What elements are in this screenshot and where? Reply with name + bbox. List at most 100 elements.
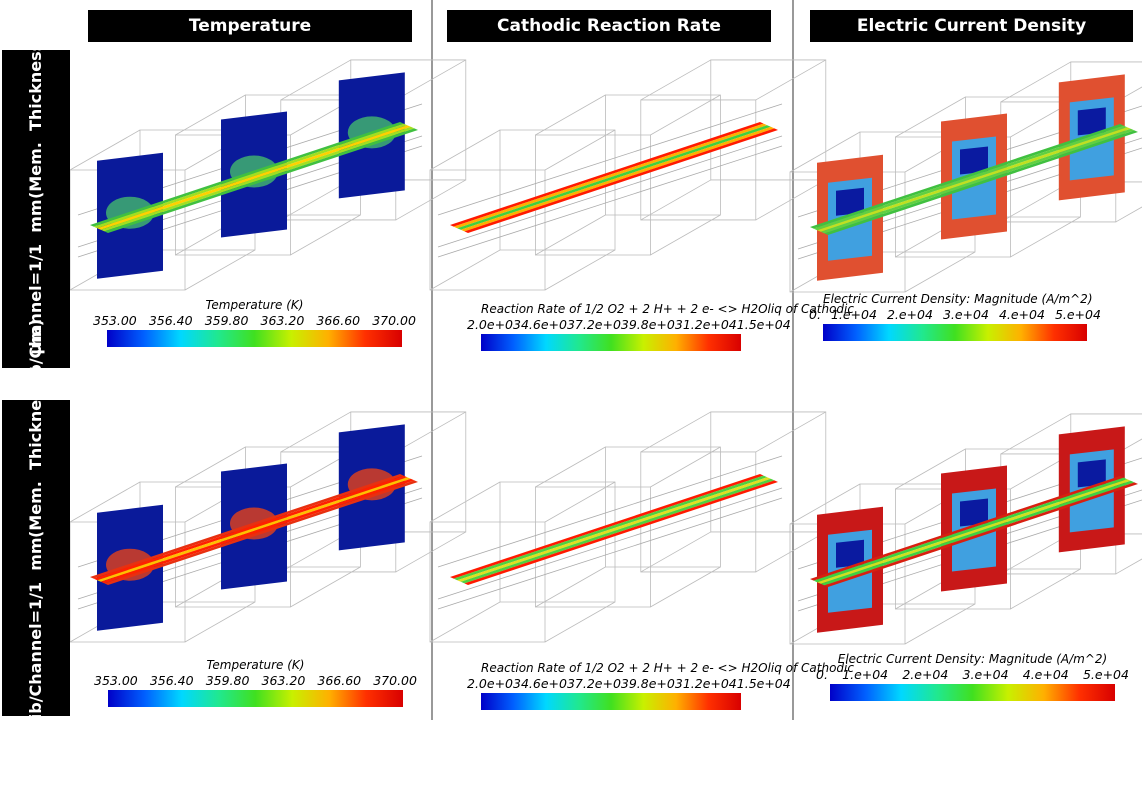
wireframe	[650, 215, 720, 255]
legend-tick-label: 2.e+04	[902, 667, 948, 682]
wireframe	[650, 95, 720, 135]
legend-tick-label: 2.e+04	[887, 307, 933, 322]
wireframe	[650, 447, 720, 487]
legend-tick-label: 366.60	[316, 313, 360, 328]
legend-tick-label: 359.80	[206, 673, 250, 688]
wireframe	[396, 60, 466, 100]
legend-tick-label: 4.6e+03	[521, 317, 575, 332]
color-legend: Electric Current Density: Magnitude (A/m…	[830, 652, 1115, 701]
wireframe	[756, 412, 826, 452]
legend-tick-label: 5.e+04	[1055, 307, 1101, 322]
channel-line	[438, 456, 782, 567]
legend-tick-label: 353.00	[93, 313, 137, 328]
membrane-band	[450, 122, 764, 227]
wireframe	[545, 602, 615, 642]
wireframe	[396, 412, 466, 452]
membrane-band	[464, 128, 778, 233]
wireframe	[290, 567, 360, 607]
row-label-line: 0.4 V – Rib/Channel=1/1 mm	[24, 538, 48, 797]
legend-title: Reaction Rate of 1/2 O2 + 2 H+ + 2 e- <>…	[481, 302, 741, 316]
membrane-band	[457, 125, 771, 230]
channel-line	[438, 104, 782, 215]
legend-tick-label: 1.2e+04	[683, 676, 737, 691]
legend-tick-label: 3.e+04	[943, 307, 989, 322]
wireframe	[185, 602, 255, 642]
legend-tick-label: 4.6e+03	[521, 676, 575, 691]
color-bar	[830, 684, 1115, 701]
legend-tick-label: 7.2e+03	[575, 676, 629, 691]
legend-title: Electric Current Density: Magnitude (A/m…	[830, 652, 1115, 666]
wireframe	[641, 412, 711, 452]
color-bar	[107, 330, 402, 347]
wireframe	[905, 252, 975, 292]
legend-tick-label: 0.	[809, 307, 821, 322]
wireframe	[1010, 569, 1080, 609]
channel-line	[438, 146, 782, 257]
column-header: Electric Current Density	[810, 10, 1133, 42]
wireframe	[430, 130, 500, 170]
wireframe	[396, 532, 466, 572]
legend-tick-label: 363.20	[262, 673, 306, 688]
membrane-band	[461, 479, 775, 584]
wireframe	[185, 250, 255, 290]
wireframe	[535, 567, 605, 607]
legend-tick-label: 4.e+04	[1023, 667, 1069, 682]
legend-tick-label: 359.80	[205, 313, 249, 328]
legend-title: Electric Current Density: Magnitude (A/m…	[823, 292, 1087, 306]
legend-tick-label: 7.2e+03	[575, 317, 629, 332]
legend-tick-label: 1.5e+04	[737, 317, 791, 332]
legend-ticks: 353.00 356.40 359.80 363.20 366.60 370.00	[94, 673, 417, 688]
wireframe	[535, 447, 605, 487]
wireframe	[756, 180, 826, 220]
wireframe	[650, 567, 720, 607]
legend-tick-label: 5.e+04	[1083, 667, 1129, 682]
wireframe	[430, 522, 545, 642]
wireframe	[430, 482, 500, 522]
legend-tick-label: 1.e+04	[842, 667, 888, 682]
legend-tick-label: 9.8e+03	[629, 676, 683, 691]
wireframe	[545, 482, 615, 522]
wireframe	[641, 532, 711, 572]
row-label-line: (Mem. Thickness=30 µm)	[24, 0, 48, 199]
legend-tick-label: 2.0e+03	[467, 317, 521, 332]
legend-tick-label: 370.00	[373, 673, 417, 688]
color-legend: Electric Current Density: Magnitude (A/m…	[823, 292, 1087, 341]
legend-tick-label: 0.	[816, 667, 828, 682]
legend-tick-label: 9.8e+03	[629, 317, 683, 332]
color-legend: Reaction Rate of 1/2 O2 + 2 H+ + 2 e- <>…	[481, 661, 741, 710]
wireframe	[641, 180, 711, 220]
wireframe	[1010, 217, 1080, 257]
wireframe	[711, 60, 826, 180]
scenes	[0, 0, 1142, 720]
legend-tick-label: 4.e+04	[999, 307, 1045, 322]
legend-tick-label: 370.00	[372, 313, 416, 328]
wireframe	[905, 604, 975, 644]
wireframe	[430, 170, 545, 290]
wireframe	[535, 215, 605, 255]
legend-title: Temperature (K)	[107, 298, 402, 312]
legend-tick-label: 1.e+04	[831, 307, 877, 322]
wireframe	[756, 532, 826, 572]
wireframe	[290, 215, 360, 255]
legend-tick-label: 1.2e+04	[683, 317, 737, 332]
color-bar	[823, 324, 1087, 341]
legend-tick-label: 356.40	[150, 673, 194, 688]
legend-tick-label: 366.60	[317, 673, 361, 688]
color-legend: Reaction Rate of 1/2 O2 + 2 H+ + 2 e- <>…	[481, 302, 741, 351]
legend-title: Temperature (K)	[108, 658, 403, 672]
wireframe	[756, 60, 826, 100]
legend-tick-label: 353.00	[94, 673, 138, 688]
legend-ticks: 0. 1.e+04 2.e+04 3.e+04 4.e+04 5.e+04	[809, 307, 1101, 322]
row-label-line: (Mem. Thicknes=6 µm)	[24, 319, 48, 538]
legend-tick-label: 2.0e+03	[467, 676, 521, 691]
wireframe	[545, 130, 615, 170]
legend-tick-label: 356.40	[149, 313, 193, 328]
row-label: 0.4 V – Rib/Channel=1/1 mm(Mem. Thicknes…	[2, 400, 70, 716]
column-header: Temperature	[88, 10, 412, 42]
membrane-band	[461, 127, 775, 232]
